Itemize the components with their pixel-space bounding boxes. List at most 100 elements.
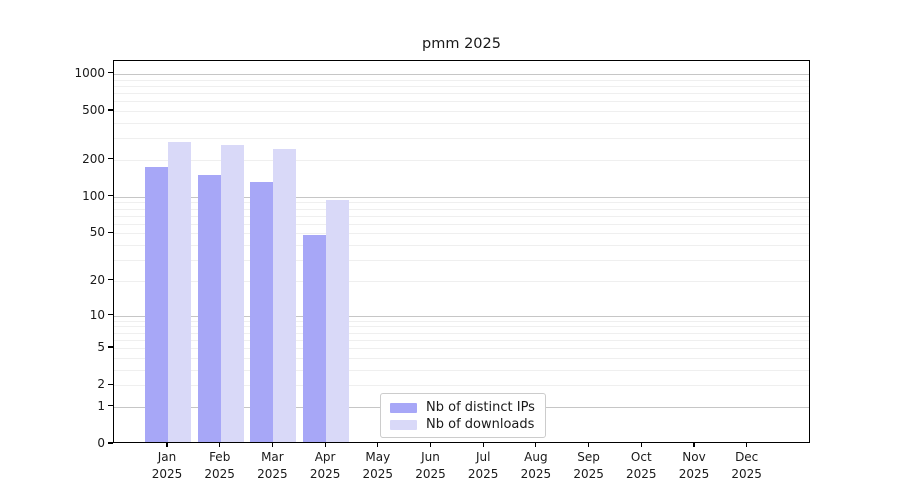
bar-ips-feb <box>197 175 221 442</box>
major-gridline <box>114 196 809 198</box>
x-tick-label: Feb 2025 <box>190 449 250 482</box>
bar-ips-apr <box>303 234 327 442</box>
y-tick-label: 50 <box>89 225 105 240</box>
x-tick-year: 2025 <box>362 466 394 481</box>
y-tick-label: 10 <box>89 307 105 322</box>
x-tick-month: Sep <box>577 450 600 464</box>
minor-gridline <box>114 215 809 217</box>
x-tick-mark <box>271 443 273 447</box>
minor-gridline <box>114 159 809 161</box>
minor-gridline <box>114 369 809 371</box>
x-tick-mark <box>324 443 326 447</box>
y-tick-label: 1 <box>97 398 105 413</box>
x-tick-label: Jul 2025 <box>453 449 513 482</box>
minor-gridline <box>114 326 809 328</box>
legend-label: Nb of downloads <box>426 417 535 432</box>
x-tick-year: 2025 <box>257 466 288 481</box>
y-tick-mark <box>108 314 113 316</box>
x-tick-month: Feb <box>209 450 231 464</box>
x-tick-year: 2025 <box>467 466 499 481</box>
chart-title: pmm 2025 <box>422 36 501 52</box>
x-tick-year: 2025 <box>520 466 552 481</box>
x-tick-month: Jul <box>475 450 491 464</box>
bar-downloads-apr <box>326 200 350 442</box>
y-tick-mark <box>108 231 113 233</box>
bar-ips-mar <box>250 182 274 442</box>
x-tick-mark <box>588 443 590 447</box>
legend-swatch-ips <box>390 402 417 413</box>
x-tick-label: Apr 2025 <box>295 449 355 482</box>
x-tick-month: Oct <box>630 450 652 464</box>
minor-gridline <box>114 339 809 341</box>
x-tick-label: Dec 2025 <box>717 449 777 482</box>
y-tick-label: 5 <box>97 340 105 354</box>
x-tick-mark <box>640 443 642 447</box>
x-tick-mark <box>219 443 221 447</box>
x-tick-mark <box>482 443 484 447</box>
x-tick-label: Sep 2025 <box>559 449 619 482</box>
x-tick-year: 2025 <box>415 466 446 481</box>
minor-gridline <box>114 202 809 204</box>
x-tick-label: Jan 2025 <box>137 449 197 482</box>
x-tick-year: 2025 <box>151 466 183 481</box>
x-tick-year: 2025 <box>626 466 657 481</box>
y-tick-label: 200 <box>82 151 105 166</box>
y-tick-mark <box>108 72 113 74</box>
x-tick-label: Mar 2025 <box>242 449 302 482</box>
minor-gridline <box>114 85 809 87</box>
y-tick-mark <box>108 279 113 281</box>
bar-ips-jan <box>145 166 168 442</box>
y-tick-label: 1000 <box>74 65 105 80</box>
x-tick-mark <box>377 443 379 447</box>
x-tick-label: Jun 2025 <box>401 449 461 482</box>
minor-gridline <box>114 208 809 210</box>
x-tick-month: Nov <box>682 450 706 464</box>
y-tick-mark <box>108 195 113 197</box>
legend-swatch-downloads <box>390 419 417 430</box>
minor-gridline <box>114 101 809 103</box>
y-tick-mark <box>108 346 113 348</box>
minor-gridline <box>114 93 809 94</box>
y-tick-mark <box>108 158 113 160</box>
minor-gridline <box>114 332 809 334</box>
legend: Nb of distinct IPs Nb of downloads <box>380 393 546 438</box>
major-gridline <box>114 73 809 75</box>
y-tick-mark <box>108 405 113 407</box>
x-tick-mark <box>429 443 432 447</box>
x-tick-label: May 2025 <box>348 449 408 482</box>
y-tick-mark <box>108 109 113 111</box>
x-tick-month: Jan <box>157 450 177 464</box>
x-tick-month: May <box>365 450 391 464</box>
minor-gridline <box>114 138 809 140</box>
x-tick-month: Dec <box>735 450 759 464</box>
x-tick-month: Aug <box>524 450 548 464</box>
x-tick-month: Jun <box>421 450 440 464</box>
y-tick-label: 500 <box>82 103 105 117</box>
x-tick-label: Aug 2025 <box>506 449 566 482</box>
minor-gridline <box>114 385 809 387</box>
x-tick-mark <box>746 443 748 447</box>
x-tick-year: 2025 <box>678 466 710 481</box>
bar-downloads-mar <box>273 148 297 442</box>
x-tick-label: Oct 2025 <box>611 449 671 482</box>
y-tick-mark <box>108 383 113 385</box>
x-tick-year: 2025 <box>731 466 762 481</box>
legend-item: Nb of downloads <box>390 416 537 433</box>
y-tick-label: 2 <box>97 377 105 392</box>
minor-gridline <box>114 348 809 349</box>
x-tick-month: Apr <box>314 450 336 464</box>
bar-downloads-feb <box>220 145 244 442</box>
bar-downloads-jan <box>168 141 191 442</box>
minor-gridline <box>114 280 809 282</box>
x-tick-year: 2025 <box>309 466 341 481</box>
legend-item: Nb of distinct IPs <box>390 399 537 416</box>
minor-gridline <box>114 122 809 124</box>
minor-gridline <box>114 223 809 225</box>
y-tick-label: 0 <box>97 436 105 450</box>
x-tick-month: Mar <box>261 450 284 464</box>
minor-gridline <box>114 111 809 112</box>
y-tick-mark <box>108 442 113 444</box>
minor-gridline <box>114 357 809 359</box>
x-tick-label: Nov 2025 <box>664 449 724 482</box>
